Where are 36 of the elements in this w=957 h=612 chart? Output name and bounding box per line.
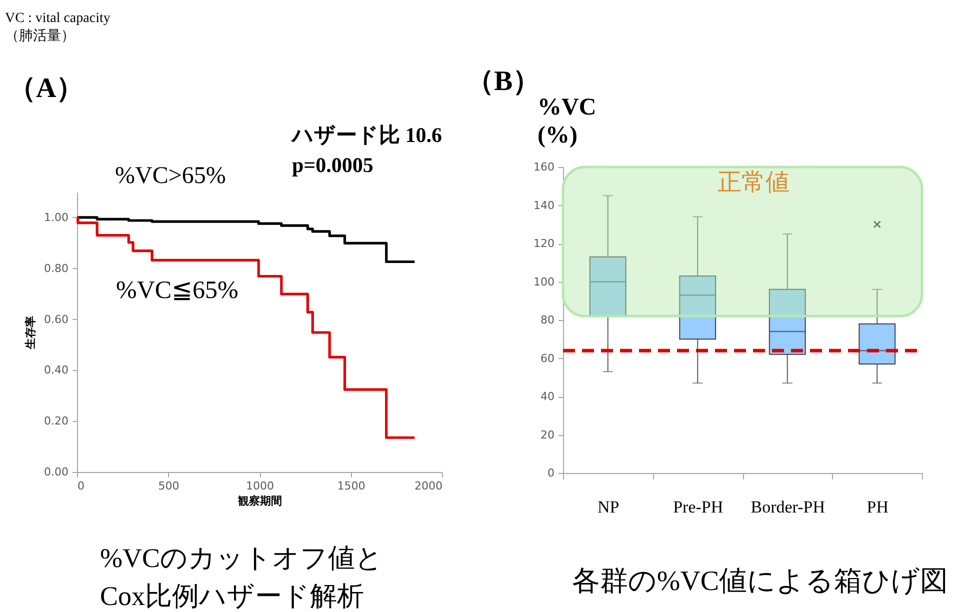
y-tick-label: 0: [548, 466, 554, 480]
y-axis-title: 生存率: [24, 316, 38, 350]
chart-title: （B）: [466, 66, 541, 97]
y-tick-label: 80: [540, 314, 554, 326]
x-tick-label: 1000: [246, 480, 274, 492]
text: %VCのカットオフ値と Cox比例ハザード解析: [100, 543, 383, 611]
x-tick-label: NP: [598, 498, 620, 516]
x-tick-label: 500: [158, 480, 180, 492]
x-tick-label: PH: [866, 498, 888, 516]
x-tick-label: 2000: [414, 480, 442, 492]
y-tick-label: 0.40: [44, 364, 68, 377]
chart-title: （A）: [8, 73, 84, 104]
y-tick-label: 0.60: [44, 312, 68, 326]
band-label: 正常値: [717, 170, 790, 196]
x-tick-label: Pre-PH: [673, 498, 724, 516]
y-tick-label: 100: [534, 275, 554, 288]
y-tick-label: 1.00: [44, 210, 68, 224]
y-tick-label: 140: [534, 198, 554, 212]
x-tick-label: 1500: [337, 480, 366, 492]
y-tick-label: 0.80: [44, 262, 68, 275]
y-tick-label: 160: [534, 160, 554, 174]
text: ハザード比 10.6 p=0.0005: [290, 123, 442, 177]
y-tick-label: 60: [540, 352, 554, 365]
series-label: %VC≦65%: [116, 277, 238, 304]
y-tick-label: 0.20: [44, 414, 68, 428]
y-axis-title: %VC (%): [538, 94, 596, 148]
y-tick-label: 0.00: [44, 466, 68, 478]
y-tick-label: 120: [534, 237, 554, 250]
text: 各群の%VC値による箱ひげ図: [572, 566, 948, 597]
y-tick-label: 40: [540, 390, 554, 403]
y-tick-label: 20: [540, 428, 554, 442]
x-tick-label: 0: [78, 480, 84, 492]
series-label: %VC>65%: [115, 163, 226, 189]
x-axis-title: 観察期間: [237, 494, 282, 508]
text: VC : vital capacity （肺活量）: [5, 11, 110, 44]
x-tick-label: Border-PH: [750, 498, 826, 516]
